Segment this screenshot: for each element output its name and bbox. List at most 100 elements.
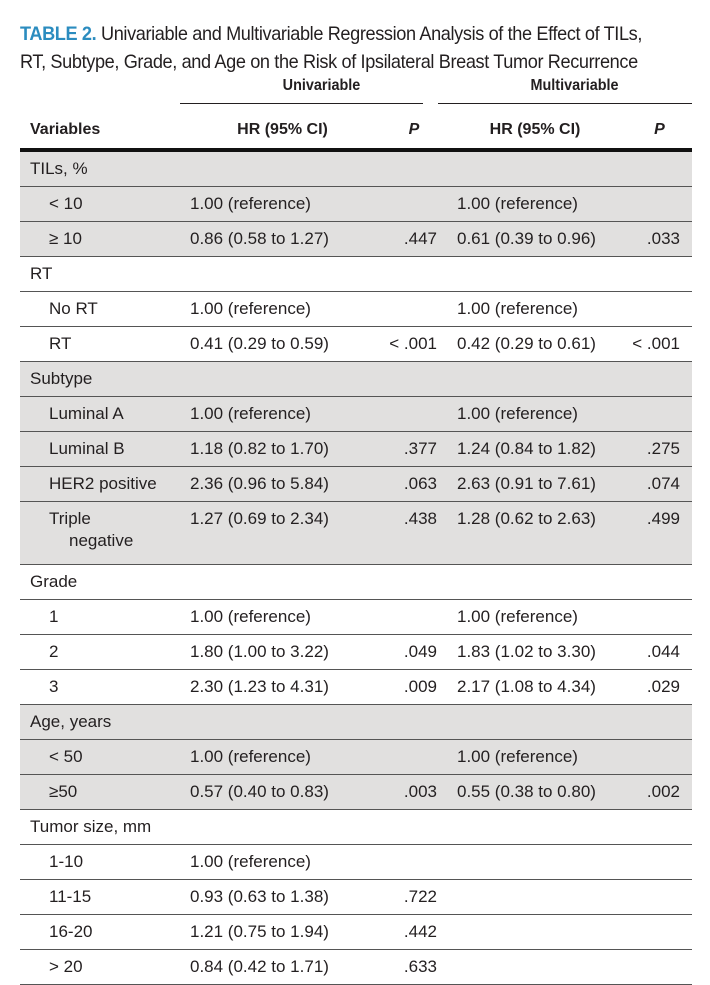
hr-univariable: 0.93 (0.63 to 1.38) [180,879,385,915]
hr-univariable: 0.86 (0.58 to 1.27) [180,221,385,257]
group-label: Grade [20,564,180,600]
hr-univariable: 1.18 (0.82 to 1.70) [180,431,385,467]
empty-cell [627,564,692,600]
hr-univariable: 2.36 (0.96 to 5.84) [180,466,385,502]
hr-univariable: 1.00 (reference) [180,844,385,880]
table-row: Luminal B 1.18 (0.82 to 1.70) .377 1.24 (0.… [20,431,692,467]
variable-label: ≥ 10 [20,221,180,257]
hr-multivariable: 1.28 (0.62 to 2.63) [443,501,627,565]
variable-label: HER2 positive [20,466,180,502]
p-univariable [385,599,443,635]
p-multivariable [627,914,692,950]
p-multivariable: .002 [627,774,692,810]
variable-label: < 10 [20,186,180,222]
group-label: TILs, % [20,150,180,187]
variable-label: > 20 [20,949,180,985]
hr-univariable: 1.00 (reference) [180,291,385,327]
variable-label: No RT [20,291,180,327]
hr-multivariable: 0.55 (0.38 to 0.80) [443,774,627,810]
p-multivariable: .275 [627,431,692,467]
empty-cell [443,809,627,845]
table-row: 16-20 1.21 (0.75 to 1.94) .442 [20,914,692,950]
header-p-univariable: P [385,112,443,152]
variable-label: 3 [20,669,180,705]
group-row: Age, years [20,704,692,740]
p-multivariable: .033 [627,221,692,257]
p-multivariable [627,739,692,775]
empty-cell [385,256,443,292]
hr-multivariable: 0.42 (0.29 to 0.61) [443,326,627,362]
header-hr-univariable: HR (95% CI) [180,112,385,152]
variable-label: 16-20 [20,914,180,950]
hr-univariable: 1.80 (1.00 to 3.22) [180,634,385,670]
multivariable-underline [438,103,692,104]
empty-cell [180,256,385,292]
variable-label: Luminal B [20,431,180,467]
univariable-underline [180,103,423,104]
hr-multivariable: 1.00 (reference) [443,599,627,635]
p-univariable: .633 [385,949,443,985]
p-univariable: .049 [385,634,443,670]
table-row: HER2 positive 2.36 (0.96 to 5.84) .063 2.63… [20,466,692,502]
p-univariable: < .001 [385,326,443,362]
p-univariable [385,291,443,327]
table-row: < 50 1.00 (reference) 1.00 (reference) [20,739,692,775]
variable-label: 1 [20,599,180,635]
hr-multivariable: 1.00 (reference) [443,739,627,775]
empty-cell [180,809,385,845]
hr-multivariable: 1.00 (reference) [443,291,627,327]
table-row: 3 2.30 (1.23 to 4.31) .009 2.17 (1.08 to 4.… [20,669,692,705]
empty-cell [180,150,385,187]
hr-univariable: 1.00 (reference) [180,186,385,222]
variable-label: 11-15 [20,879,180,915]
empty-cell [180,564,385,600]
p-multivariable [627,949,692,985]
group-row: RT [20,256,692,292]
p-multivariable [627,599,692,635]
group-row: Subtype [20,361,692,397]
hr-multivariable: 1.83 (1.02 to 3.30) [443,634,627,670]
group-row: Grade [20,564,692,600]
empty-cell [443,361,627,397]
table-row: ≥50 0.57 (0.40 to 0.83) .003 0.55 (0.38 to … [20,774,692,810]
p-multivariable [627,291,692,327]
p-univariable: .722 [385,879,443,915]
variable-label: ≥50 [20,774,180,810]
variable-label-line-2: negative [69,531,134,550]
hr-univariable: 1.00 (reference) [180,396,385,432]
group-header-univariable: Univariable [282,77,361,94]
variable-label: Luminal A [20,396,180,432]
empty-cell [443,564,627,600]
hr-univariable: 1.21 (0.75 to 1.94) [180,914,385,950]
hr-univariable: 1.00 (reference) [180,739,385,775]
table-row: > 20 0.84 (0.42 to 1.71) .633 [20,949,692,985]
p-multivariable [627,844,692,880]
table-row: 11-15 0.93 (0.63 to 1.38) .722 [20,879,692,915]
p-univariable: .438 [385,501,443,565]
empty-cell [385,704,443,740]
empty-cell [627,361,692,397]
p-univariable [385,739,443,775]
table-row: 1-10 1.00 (reference) [20,844,692,880]
hr-multivariable: 2.17 (1.08 to 4.34) [443,669,627,705]
table-label: TABLE 2. [20,23,97,45]
empty-cell [443,150,627,187]
empty-cell [627,256,692,292]
p-multivariable: .029 [627,669,692,705]
p-univariable: .063 [385,466,443,502]
table-row: Luminal A 1.00 (reference) 1.00 (reference… [20,396,692,432]
title-line-2: RT, Subtype, Grade, and Age on the Risk … [20,51,638,73]
table-row: Triple negative 1.27 (0.69 to 2.34) .438 1.2… [20,501,692,565]
p-multivariable [627,879,692,915]
hr-multivariable: 1.24 (0.84 to 1.82) [443,431,627,467]
hr-multivariable: 2.63 (0.91 to 7.61) [443,466,627,502]
hr-multivariable [443,844,627,880]
header-variables: Variables [20,112,180,152]
p-univariable [385,396,443,432]
variable-label: 1-10 [20,844,180,880]
empty-cell [443,704,627,740]
hr-multivariable: 1.00 (reference) [443,396,627,432]
p-multivariable [627,186,692,222]
empty-cell [385,361,443,397]
table-row: RT 0.41 (0.29 to 0.59) < .001 0.42 (0.29 to… [20,326,692,362]
